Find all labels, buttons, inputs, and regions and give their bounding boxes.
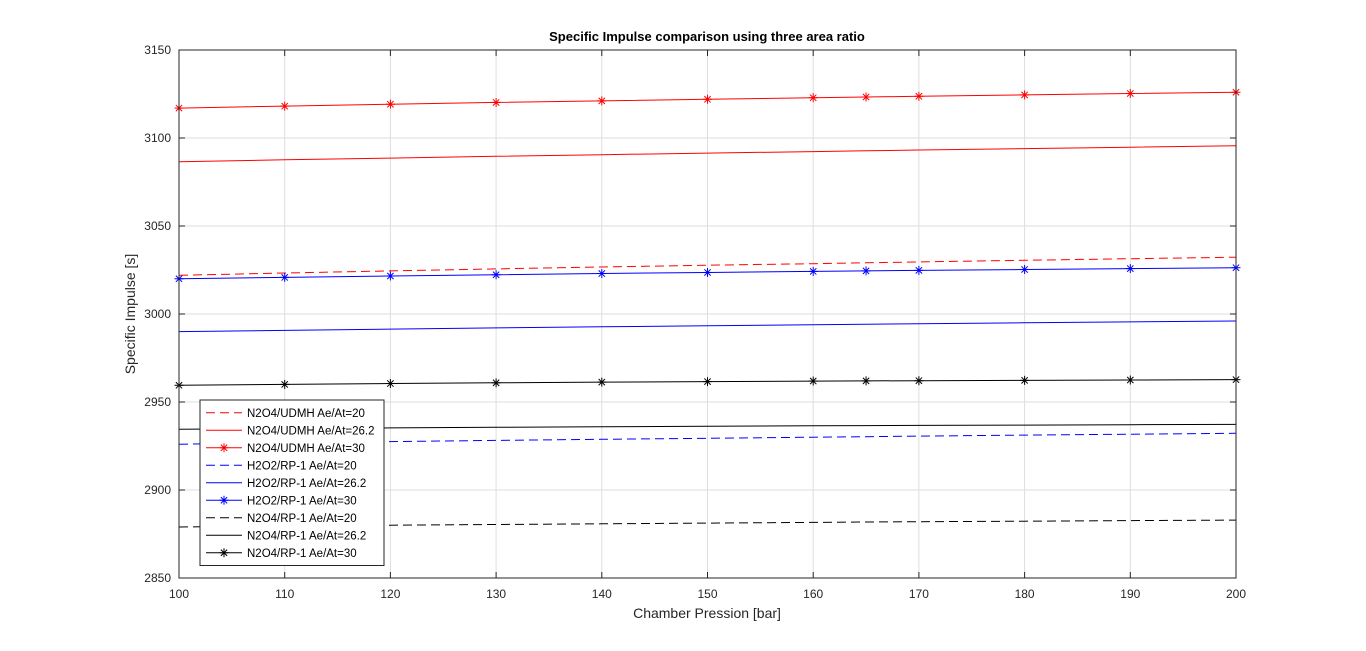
legend-label: H2O2/RP-1 Ae/At=20 xyxy=(247,460,357,472)
series-line xyxy=(178,145,1237,163)
data-point-star xyxy=(1020,375,1030,385)
series-h2o2-rp-1-ae-at-20 xyxy=(178,432,1237,445)
y-tick-label: 2950 xyxy=(144,395,171,409)
y-tick-label: 3000 xyxy=(144,307,171,321)
series-n2o4-udmh-ae-at-26-2 xyxy=(178,145,1237,163)
y-tick-label: 3050 xyxy=(144,219,171,233)
x-tick-label: 140 xyxy=(592,587,612,601)
y-axis-label: Specific Impulse [s] xyxy=(122,254,138,375)
data-point-star xyxy=(808,376,818,386)
data-point-star xyxy=(703,94,712,104)
series-n2o4-rp-1-ae-at-20 xyxy=(178,519,1237,528)
series-h2o2-rp-1-ae-at-26-2 xyxy=(178,320,1237,333)
data-point-star xyxy=(1020,90,1030,100)
data-point-star xyxy=(914,265,924,275)
data-point-star xyxy=(597,96,607,106)
data-point-star xyxy=(280,101,290,111)
legend-entry[interactable]: N2O4/RP-1 Ae/At=20 xyxy=(206,513,357,525)
series-line xyxy=(178,519,1237,528)
legend-label: N2O4/UDMH Ae/At=30 xyxy=(247,443,365,455)
series-line xyxy=(178,320,1237,333)
data-point-star xyxy=(491,270,501,280)
data-point-star xyxy=(861,376,871,386)
series-line xyxy=(178,91,1237,109)
data-point-star xyxy=(914,91,924,101)
data-point-star xyxy=(491,378,501,388)
data-point-star xyxy=(861,92,871,102)
chart-title: Specific Impulse comparison using three … xyxy=(549,29,865,44)
legend-label: N2O4/RP-1 Ae/At=30 xyxy=(247,548,357,560)
x-tick-label: 200 xyxy=(1226,587,1246,601)
series-line xyxy=(178,379,1237,386)
legend-label: N2O4/UDMH Ae/At=20 xyxy=(247,408,365,420)
x-tick-label: 100 xyxy=(169,587,189,601)
data-point-star xyxy=(280,272,290,282)
legend[interactable]: N2O4/UDMH Ae/At=20 N2O4/UDMH Ae/At=26.2 N2… xyxy=(199,399,385,566)
legend-entry[interactable]: N2O4/UDMH Ae/At=30 xyxy=(206,443,365,455)
data-point-star xyxy=(703,377,712,387)
data-point-star xyxy=(861,266,871,276)
legend-entry[interactable]: N2O4/UDMH Ae/At=26.2 xyxy=(206,425,375,437)
data-point-star xyxy=(385,271,395,281)
data-point-star xyxy=(703,267,712,277)
series-n2o4-udmh-ae-at-20 xyxy=(178,256,1237,276)
x-tick-label: 120 xyxy=(380,587,400,601)
y-tick-label: 2900 xyxy=(144,483,171,497)
x-tick-label: 160 xyxy=(803,587,823,601)
x-axis-label: Chamber Pression [bar] xyxy=(633,605,781,621)
data-point-star xyxy=(385,99,395,109)
legend-entry[interactable]: H2O2/RP-1 Ae/At=30 xyxy=(206,495,357,507)
data-point-star xyxy=(808,266,818,276)
grid xyxy=(179,50,1236,578)
x-tick-label: 190 xyxy=(1120,587,1140,601)
data-point-star xyxy=(219,443,229,453)
data-point-star xyxy=(808,93,818,103)
y-tick-label: 3100 xyxy=(144,131,171,145)
series-line xyxy=(178,267,1237,280)
data-point-star xyxy=(385,379,395,389)
x-tick-label: 180 xyxy=(1015,587,1035,601)
legend-label: H2O2/RP-1 Ae/At=30 xyxy=(247,495,357,507)
data-point-star xyxy=(280,379,290,389)
legend-entry[interactable]: N2O4/UDMH Ae/At=20 xyxy=(206,408,365,420)
legend-entry[interactable]: H2O2/RP-1 Ae/At=20 xyxy=(206,460,357,472)
y-tick-label: 3150 xyxy=(144,43,171,57)
legend-entry[interactable]: N2O4/RP-1 Ae/At=30 xyxy=(206,548,357,560)
legend-label: N2O4/RP-1 Ae/At=26.2 xyxy=(247,530,366,542)
series-line xyxy=(178,432,1237,445)
series-line xyxy=(178,256,1237,276)
data-point-star xyxy=(219,495,229,505)
legend-label: N2O4/RP-1 Ae/At=20 xyxy=(247,513,357,525)
legend-entry[interactable]: N2O4/RP-1 Ae/At=26.2 xyxy=(206,530,366,542)
data-point-star xyxy=(597,377,607,387)
legend-label: N2O4/UDMH Ae/At=26.2 xyxy=(247,425,375,437)
series-n2o4-rp-1-ae-at-30 xyxy=(174,375,1241,390)
data-point-star xyxy=(1020,264,1030,274)
x-tick-label: 150 xyxy=(697,587,717,601)
y-tick-label: 2850 xyxy=(144,571,171,585)
data-point-star xyxy=(219,548,229,558)
data-point-star xyxy=(914,376,924,386)
x-tick-label: 110 xyxy=(275,587,294,601)
ticks: 100 110 120 130 140 150 160 170 180 190 200 2850 290… xyxy=(144,43,1246,601)
x-tick-label: 170 xyxy=(909,587,929,601)
data-point-star xyxy=(491,97,501,107)
data-point-star xyxy=(597,269,607,279)
x-tick-label: 130 xyxy=(486,587,506,601)
data-point-star xyxy=(1125,375,1135,385)
data-point-star xyxy=(1125,88,1135,98)
data-point-star xyxy=(1125,264,1135,274)
legend-label: H2O2/RP-1 Ae/At=26.2 xyxy=(247,478,366,490)
legend-entry[interactable]: H2O2/RP-1 Ae/At=26.2 xyxy=(206,478,366,490)
